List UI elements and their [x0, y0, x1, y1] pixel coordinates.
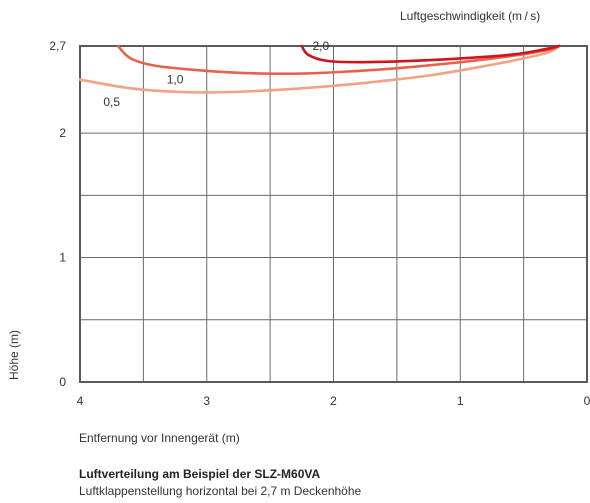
series-line [116, 44, 561, 75]
series-layer [78, 44, 561, 94]
caption-title: Luftverteilung am Beispiel der SLZ-M60VA [79, 467, 321, 481]
y-tick-label: 2,7 [49, 39, 66, 53]
series-label: 0,5 [103, 95, 120, 109]
plot-frame [79, 45, 588, 383]
grid [80, 46, 587, 382]
x-axis-ticks: 4 3 2 1 0 [77, 394, 590, 408]
x-tick-label: 0 [584, 394, 590, 408]
x-axis-title: Entfernung vor Innengerät (m) [79, 431, 240, 445]
x-tick-label: 4 [77, 394, 84, 408]
y-axis-title: Höhe (m) [7, 329, 21, 381]
series-label: 1,0 [167, 73, 184, 87]
x-tick-label: 1 [457, 394, 464, 408]
series-labels: 0,5 1,0 2,0 [103, 39, 329, 109]
series-line [300, 44, 561, 64]
x-tick-label: 2 [330, 394, 337, 408]
y-tick-label: 0 [59, 375, 66, 389]
y-axis-ticks: 0 1 2 2,7 [49, 39, 66, 389]
caption-subtitle: Luftklappenstellung horizontal bei 2,7 m… [79, 484, 362, 498]
y-tick-label: 2 [59, 126, 66, 140]
legend-title: Luftgeschwindigkeit (m / s) [400, 9, 541, 23]
series-line [78, 44, 561, 94]
x-tick-label: 3 [203, 394, 210, 408]
series-label: 2,0 [312, 39, 329, 53]
y-tick-label: 1 [59, 251, 66, 265]
